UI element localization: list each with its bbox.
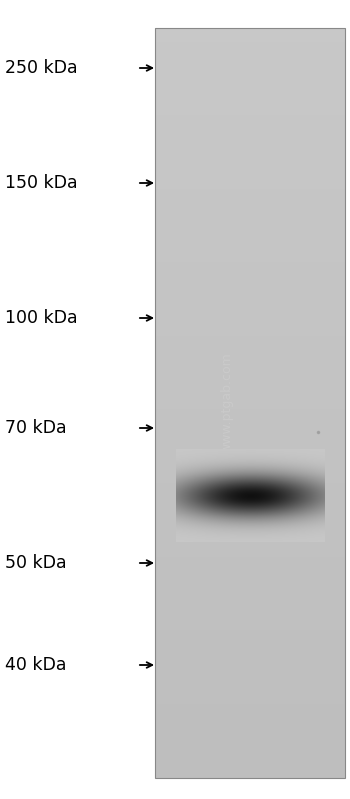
Text: 70 kDa: 70 kDa bbox=[5, 419, 66, 437]
Bar bbox=[155, 28, 345, 778]
Text: www.ptgab.com: www.ptgab.com bbox=[221, 352, 234, 453]
Text: 40 kDa: 40 kDa bbox=[5, 656, 66, 674]
Text: 250 kDa: 250 kDa bbox=[5, 59, 78, 77]
Text: 150 kDa: 150 kDa bbox=[5, 174, 78, 192]
Text: 50 kDa: 50 kDa bbox=[5, 554, 66, 572]
Text: 100 kDa: 100 kDa bbox=[5, 309, 78, 327]
